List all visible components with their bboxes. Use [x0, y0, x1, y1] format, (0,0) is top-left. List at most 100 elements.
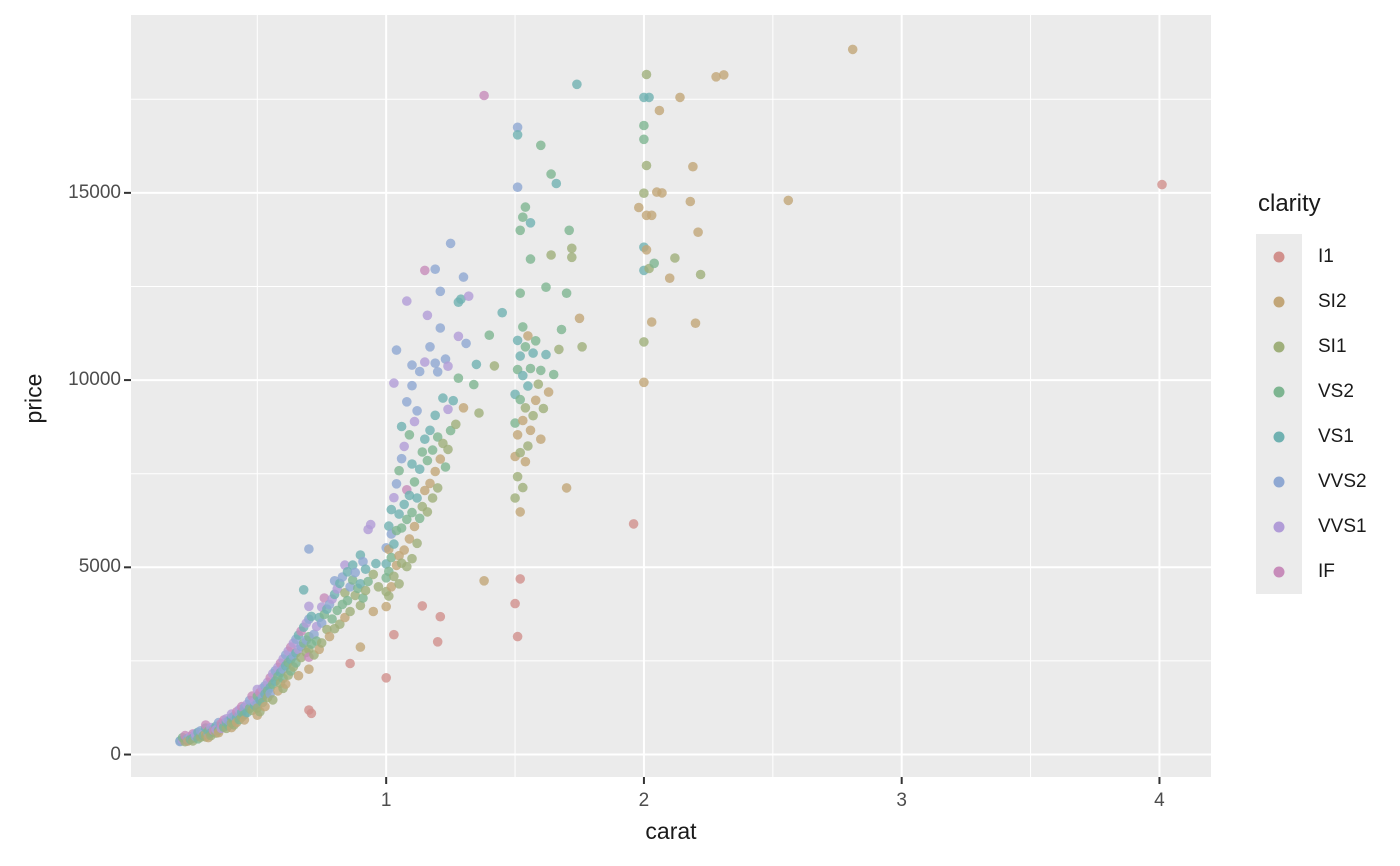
data-point [360, 585, 371, 596]
data-point [512, 471, 523, 482]
data-point [639, 377, 649, 388]
data-point [525, 425, 536, 436]
data-point [561, 483, 572, 493]
data-point [358, 593, 368, 603]
data-point [695, 269, 706, 280]
data-point [394, 579, 404, 589]
legend-dot-icon [1273, 341, 1285, 352]
legend-key [1256, 414, 1302, 459]
data-point [525, 218, 536, 228]
data-point [641, 69, 652, 80]
data-point [453, 331, 464, 342]
y-axis-title: price [20, 373, 47, 424]
data-point [298, 585, 309, 595]
data-point [355, 600, 366, 611]
data-point [239, 715, 250, 725]
legend-item: SI2 [1256, 279, 1367, 324]
data-point [389, 378, 399, 388]
data-point [422, 455, 433, 466]
data-point [554, 344, 564, 355]
data-point [510, 598, 520, 609]
data-point [425, 342, 435, 352]
data-point [304, 544, 314, 554]
legend-dot-icon [1273, 386, 1285, 397]
data-point [664, 273, 675, 284]
data-point [394, 465, 404, 476]
data-point [409, 521, 420, 532]
data-point [520, 456, 531, 467]
legend-item: VVS1 [1256, 504, 1367, 549]
legend-title: clarity [1258, 190, 1321, 217]
data-point [389, 492, 399, 503]
data-point [574, 313, 585, 324]
data-point [512, 430, 523, 440]
data-point [414, 513, 425, 524]
data-point [394, 509, 404, 519]
legend-key [1256, 234, 1302, 279]
data-point [335, 619, 345, 629]
data-point [512, 631, 523, 642]
data-point [409, 477, 420, 487]
data-point [396, 421, 407, 432]
data-point [458, 403, 469, 413]
data-point [358, 556, 368, 567]
data-point [518, 370, 528, 381]
data-point [347, 560, 358, 570]
y-tick-label: 15000 [68, 181, 121, 203]
data-point [384, 521, 394, 531]
data-point [515, 288, 525, 299]
x-tick-label: 2 [638, 790, 650, 811]
data-point [355, 579, 366, 589]
data-point [306, 708, 317, 719]
data-point [435, 611, 446, 622]
data-point [420, 265, 430, 276]
data-point [324, 631, 335, 642]
data-point [628, 519, 639, 529]
legend-item: VS2 [1256, 369, 1367, 414]
data-point [685, 196, 696, 207]
data-point [435, 323, 446, 333]
data-point [280, 679, 291, 689]
data-point [546, 250, 556, 260]
data-point [445, 425, 456, 436]
data-point [451, 419, 461, 430]
data-point [639, 134, 649, 145]
data-point [430, 466, 441, 477]
data-point [564, 225, 574, 236]
data-point [536, 434, 546, 445]
data-point [389, 629, 399, 640]
data-point [407, 507, 417, 518]
data-point [420, 434, 430, 445]
legend-item: VVS2 [1256, 459, 1367, 504]
data-point [384, 591, 394, 601]
data-point [510, 418, 520, 428]
data-point [1157, 179, 1167, 190]
data-point [365, 519, 376, 530]
data-point [396, 453, 407, 464]
data-point [407, 380, 417, 391]
data-point [525, 254, 536, 264]
data-point [316, 618, 327, 628]
data-point [510, 493, 520, 503]
data-point [360, 564, 371, 574]
data-point [304, 664, 314, 674]
data-point [414, 464, 425, 475]
data-point [469, 379, 479, 390]
data-point [512, 335, 523, 346]
data-point [391, 479, 402, 489]
legend-label: VS2 [1318, 380, 1354, 402]
data-point [512, 130, 523, 140]
data-point [520, 342, 531, 352]
data-point [389, 571, 399, 582]
data-point [399, 545, 410, 555]
data-point [443, 404, 453, 415]
data-point [533, 379, 544, 390]
data-point [523, 381, 533, 391]
data-point [479, 576, 489, 586]
data-point [435, 286, 446, 297]
data-point [646, 210, 657, 221]
data-point [541, 282, 551, 293]
data-point [430, 410, 441, 421]
